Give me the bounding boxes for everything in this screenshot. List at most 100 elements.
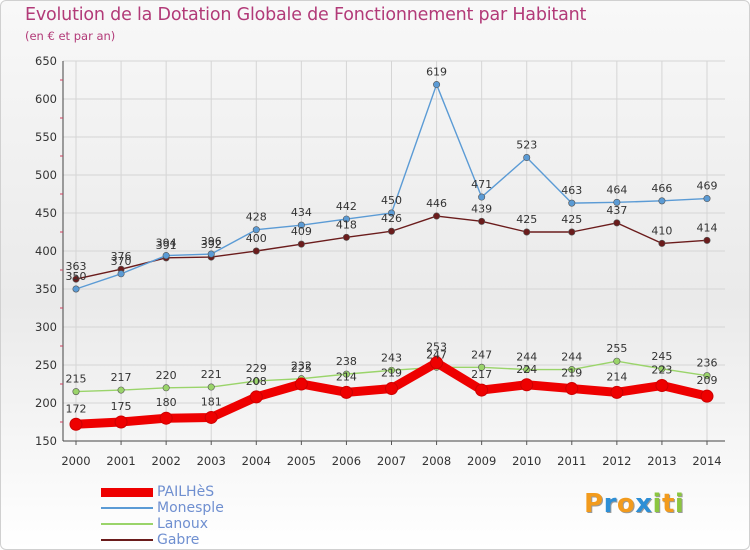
data-point (568, 228, 576, 236)
data-point (568, 199, 576, 207)
data-label: 223 (651, 364, 672, 377)
y-tick-label: 650 (35, 54, 57, 68)
data-point (703, 195, 711, 203)
data-point (387, 227, 395, 235)
data-label: 450 (381, 194, 402, 207)
data-point (387, 366, 395, 374)
data-label: 619 (426, 66, 447, 79)
data-label: 219 (381, 367, 402, 380)
data-label: 428 (246, 211, 267, 224)
data-label: 464 (606, 183, 627, 196)
data-label: 219 (561, 367, 582, 380)
data-point (294, 377, 308, 391)
data-point (523, 154, 531, 162)
y-tick-label: 250 (35, 358, 57, 372)
data-point (613, 219, 621, 227)
x-tick-label: 2000 (61, 454, 90, 468)
data-label: 446 (426, 197, 447, 210)
data-point (204, 410, 218, 424)
x-tick-label: 2005 (287, 454, 316, 468)
data-labels: 172 175 180 181 208 225 214 219 253 217 224 219 214 2… (66, 66, 718, 416)
data-point (249, 390, 263, 404)
data-label: 209 (697, 374, 718, 387)
data-point (297, 240, 305, 248)
axes (62, 61, 725, 442)
data-label: 463 (561, 184, 582, 197)
data-point (433, 212, 441, 220)
y-tick-label: 150 (35, 434, 57, 448)
data-point (387, 209, 395, 217)
data-label: 214 (606, 370, 627, 383)
x-tick-label: 2004 (242, 454, 271, 468)
data-label: 418 (336, 218, 357, 231)
x-tick-label: 2007 (377, 454, 406, 468)
x-tick-label: 2001 (106, 454, 135, 468)
data-point (703, 372, 711, 380)
x-tick-label: 2003 (197, 454, 226, 468)
data-label: 396 (201, 235, 222, 248)
data-label: 243 (381, 351, 402, 364)
data-point (342, 233, 350, 241)
data-label: 370 (111, 255, 132, 268)
data-point (430, 356, 444, 370)
legend-item: Lanoux (101, 516, 224, 532)
data-point (520, 378, 534, 392)
data-point (207, 383, 215, 391)
data-label: 244 (516, 351, 537, 364)
data-label: 245 (651, 350, 672, 363)
data-point (658, 239, 666, 247)
data-point (475, 383, 489, 397)
y-tick-label: 450 (35, 206, 57, 220)
data-point (433, 81, 441, 89)
data-point (252, 226, 260, 234)
x-tick-label: 2013 (647, 454, 676, 468)
data-label: 220 (156, 369, 177, 382)
y-tick-label: 300 (35, 320, 57, 334)
y-tick-label: 550 (35, 130, 57, 144)
data-label: 466 (651, 182, 672, 195)
data-point (252, 377, 260, 385)
x-tick-label: 2011 (557, 454, 586, 468)
data-point (703, 236, 711, 244)
data-point (658, 365, 666, 373)
data-point (252, 247, 260, 255)
data-label: 425 (561, 213, 582, 226)
data-label: 244 (561, 351, 582, 364)
data-label: 350 (66, 270, 87, 283)
data-point (658, 197, 666, 205)
y-tick-label: 600 (35, 92, 57, 106)
x-axis-ticks: 2000 2001 2002 2003 2004 2005 2006 2007 2008 2009… (61, 441, 722, 468)
data-label: 175 (111, 400, 132, 413)
data-label: 471 (471, 178, 492, 191)
data-label: 229 (246, 362, 267, 375)
data-label: 217 (111, 371, 132, 384)
data-label: 409 (291, 225, 312, 238)
data-point (478, 193, 486, 201)
data-point (114, 415, 128, 429)
data-point (655, 379, 669, 393)
data-label: 426 (381, 212, 402, 225)
data-point (72, 275, 80, 283)
data-point (565, 382, 579, 396)
y-tick-label: 500 (35, 168, 57, 182)
data-point (523, 228, 531, 236)
data-point (159, 411, 173, 425)
y-tick-label: 400 (35, 244, 57, 258)
data-label: 400 (246, 232, 267, 245)
data-label: 434 (291, 206, 312, 219)
data-point (117, 386, 125, 394)
data-label: 232 (291, 360, 312, 373)
data-label: 376 (111, 250, 132, 263)
data-label: 225 (291, 362, 312, 375)
x-tick-label: 2002 (152, 454, 181, 468)
y-axis-ticks: 150 200 250 300 350 400 450 500 550 600 650 (35, 54, 63, 448)
data-point (478, 363, 486, 371)
data-point (162, 252, 170, 260)
data-label: 523 (516, 139, 537, 152)
data-label: 410 (651, 224, 672, 237)
y-tick-label: 200 (35, 396, 57, 410)
data-point (610, 385, 624, 399)
x-tick-label: 2014 (692, 454, 721, 468)
